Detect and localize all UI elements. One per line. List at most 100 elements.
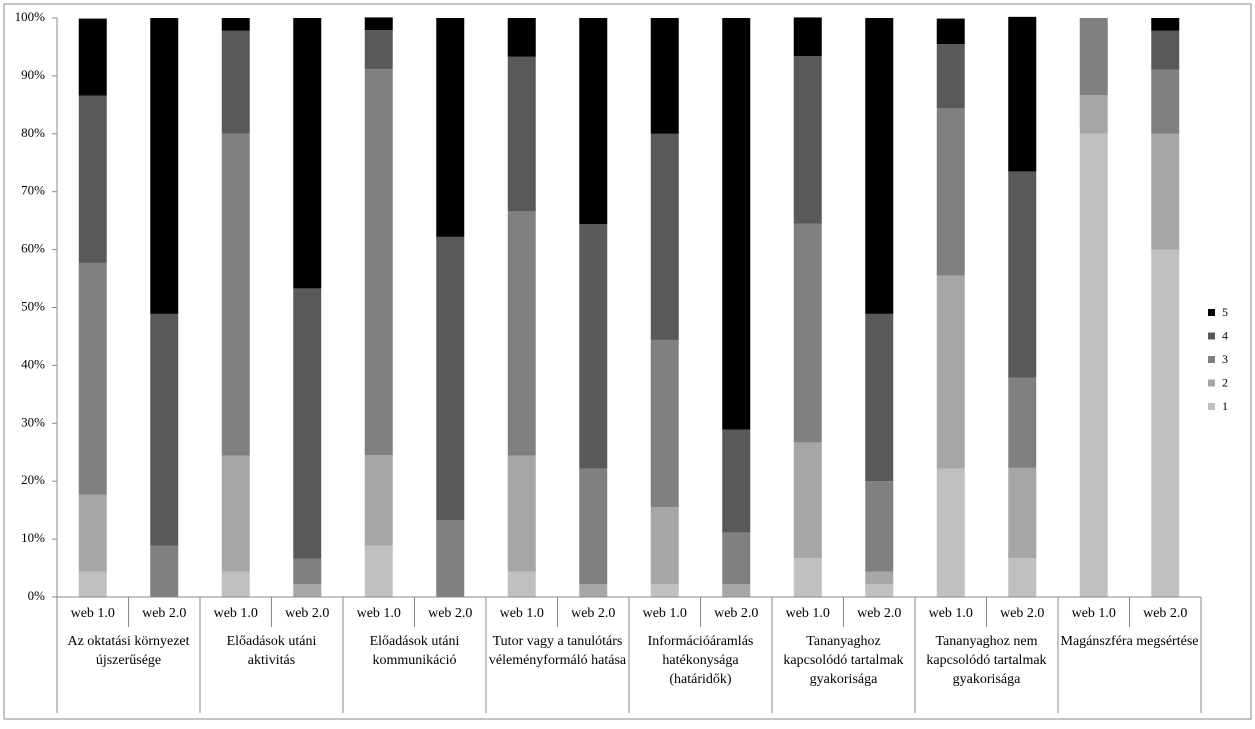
bar-segment — [1151, 69, 1180, 134]
bar-segment — [650, 339, 679, 508]
legend-label: 1 — [1222, 399, 1228, 413]
bar-segment — [78, 95, 107, 263]
y-tick-label: 90% — [21, 67, 45, 82]
bar-segment — [579, 224, 608, 469]
group-label: Az oktatási környezet újszerűsége — [67, 634, 190, 668]
bar-segment — [507, 571, 536, 597]
y-tick-label: 70% — [21, 183, 45, 198]
sub-category-label: web 2.0 — [428, 606, 472, 621]
bar-segment — [436, 236, 465, 520]
group-label: Tutor vagy a tanulótárs véleményformáló … — [488, 634, 627, 668]
y-tick-label: 80% — [21, 125, 45, 140]
group-label: Magánszféra megsértése — [1060, 634, 1199, 649]
bar-segment — [722, 18, 751, 430]
bar-segment — [650, 18, 679, 134]
bar-segment — [78, 571, 107, 597]
bar-segment — [364, 30, 393, 69]
bar-segment — [936, 44, 965, 109]
bar-segment — [865, 584, 894, 597]
y-tick-label: 100% — [15, 9, 46, 24]
bar-segment — [936, 468, 965, 597]
bar-segment — [78, 494, 107, 572]
y-tick-label: 40% — [21, 356, 45, 371]
sub-category-label: web 1.0 — [643, 606, 687, 621]
group-label: Információáramlás hatékonysága (határidő… — [647, 634, 754, 687]
sub-category-label: web 1.0 — [357, 606, 401, 621]
bar-segment — [1151, 30, 1180, 70]
bar-segment — [78, 18, 107, 96]
bar-segment — [865, 571, 894, 585]
bar-segment — [364, 68, 393, 456]
sub-category-label: web 1.0 — [71, 606, 115, 621]
bar-segment — [507, 211, 536, 456]
bar-segment — [364, 17, 393, 31]
legend-swatch — [1208, 379, 1215, 387]
bar-segment — [793, 17, 822, 57]
sub-category-label: web 2.0 — [1143, 606, 1187, 621]
sub-category-label: web 1.0 — [786, 606, 830, 621]
bar-segment — [1079, 133, 1108, 598]
sub-category-label: web 2.0 — [857, 606, 901, 621]
bar-segment — [722, 429, 751, 533]
bar-segment — [865, 18, 894, 314]
legend-label: 3 — [1222, 352, 1228, 366]
bar-segment — [150, 545, 179, 597]
group-label: Tananyaghoz nem kapcsolódó tartalmak gya… — [926, 634, 1047, 687]
legend-label: 4 — [1222, 328, 1228, 342]
bar-segment — [364, 545, 393, 597]
sub-category-label: web 1.0 — [214, 606, 258, 621]
group-label: Tananyaghoz kapcsolódó tartalmak gyakori… — [783, 634, 904, 687]
bar-segment — [436, 18, 465, 237]
bar-segment — [793, 442, 822, 559]
bar-segment — [793, 56, 822, 224]
bar-segment — [865, 313, 894, 482]
bar-segment — [221, 455, 250, 572]
bar-segment — [293, 288, 322, 559]
sub-category-label: web 2.0 — [1000, 606, 1044, 621]
bar-segment — [78, 262, 107, 495]
legend-swatch — [1208, 403, 1215, 410]
chart-frame — [3, 3, 1252, 720]
bar-segment — [150, 18, 179, 314]
legend-label: 5 — [1222, 305, 1228, 319]
bar-segment — [293, 558, 322, 585]
bar-segment — [1008, 377, 1037, 468]
bar-segment — [364, 455, 393, 546]
bar-segment — [221, 30, 250, 134]
bar-segment — [1008, 16, 1037, 172]
legend-swatch — [1208, 309, 1215, 316]
bar-segment — [793, 558, 822, 597]
bar-segment — [865, 481, 894, 572]
legend-label: 2 — [1222, 375, 1228, 389]
bar-segment — [1008, 467, 1037, 559]
bar-segment — [293, 18, 322, 289]
bar-segment — [221, 18, 250, 31]
bar-segment — [579, 584, 608, 597]
bar-segment — [436, 519, 465, 597]
sub-category-label: web 2.0 — [714, 606, 758, 621]
y-tick-label: 60% — [21, 241, 45, 256]
group-label: Előadások utáni kommunikáció — [369, 634, 460, 668]
bar-segment — [507, 18, 536, 57]
bar-segment — [507, 455, 536, 572]
bar-segment — [1151, 249, 1180, 597]
bar-segment — [793, 223, 822, 443]
bar-segment — [1008, 558, 1037, 597]
legend-swatch — [1208, 332, 1215, 340]
group-label: Előadások utáni aktivitás — [226, 634, 317, 668]
y-tick-label: 30% — [21, 414, 45, 429]
bar-segment — [1079, 18, 1108, 96]
bar-segment — [579, 468, 608, 585]
y-tick-label: 50% — [21, 298, 45, 313]
bar-segment — [936, 275, 965, 469]
bar-segment — [650, 584, 679, 597]
bar-segment — [722, 584, 751, 597]
bar-segment — [579, 18, 608, 225]
bar-segment — [722, 532, 751, 585]
legend-swatch — [1208, 356, 1215, 363]
y-tick-label: 0% — [28, 588, 46, 603]
bar-segment — [221, 571, 250, 597]
bar-segment — [150, 313, 179, 546]
sub-category-label: web 1.0 — [929, 606, 973, 621]
